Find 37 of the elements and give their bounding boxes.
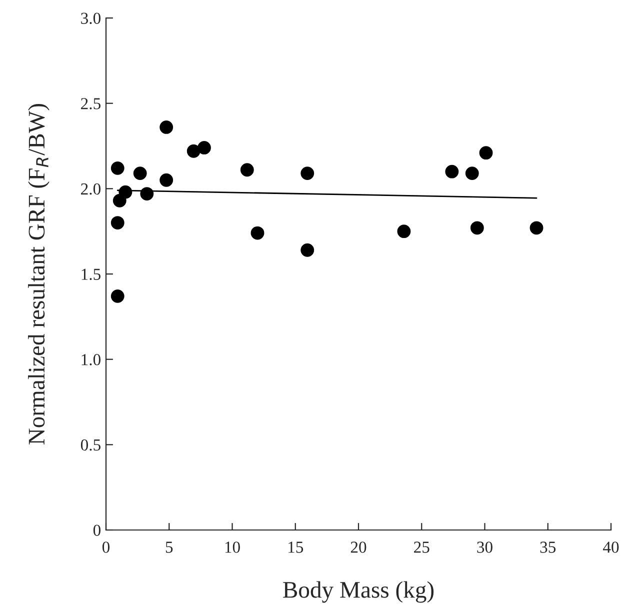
point bbox=[445, 164, 459, 178]
y-tick-label: 1.0 bbox=[82, 354, 101, 366]
y-axis-title: Normalized resultant GRF (F$_{R}$/BW) bbox=[28, 104, 50, 444]
x-tick-label: 10 bbox=[225, 542, 240, 553]
point bbox=[300, 243, 314, 257]
x-tick-label: 0 bbox=[102, 542, 110, 553]
point bbox=[479, 146, 493, 160]
point bbox=[240, 163, 254, 177]
y-tick-label: 3.0 bbox=[81, 12, 101, 24]
point bbox=[530, 221, 544, 235]
point bbox=[300, 166, 314, 180]
x-tick-label: 5 bbox=[166, 542, 173, 553]
x-tick-label: 35 bbox=[540, 542, 556, 553]
x-tick-label: 30 bbox=[477, 542, 492, 553]
point bbox=[198, 140, 211, 154]
x-tick-label: 20 bbox=[350, 542, 366, 553]
point bbox=[250, 226, 264, 240]
point bbox=[465, 166, 479, 180]
point bbox=[110, 289, 124, 303]
point bbox=[110, 216, 124, 230]
point bbox=[470, 221, 484, 235]
y-tick-label: 0 bbox=[93, 524, 101, 536]
point bbox=[110, 161, 124, 175]
x-tick-label: 15 bbox=[288, 542, 304, 553]
x-tick-label: 40 bbox=[602, 542, 619, 553]
point bbox=[186, 144, 200, 158]
point bbox=[140, 187, 154, 200]
point bbox=[133, 166, 147, 180]
x-tick-label: 25 bbox=[414, 542, 430, 553]
y-tick-label: 1.5 bbox=[82, 268, 100, 280]
x-axis-title: Body Mass (kg) bbox=[283, 581, 434, 603]
point bbox=[397, 224, 411, 238]
y-tick-label: 0.5 bbox=[80, 439, 100, 451]
point bbox=[160, 173, 174, 187]
y-tick-label: 2.0 bbox=[81, 183, 101, 195]
point bbox=[160, 120, 174, 134]
y-tick-label: 2.5 bbox=[81, 98, 100, 110]
